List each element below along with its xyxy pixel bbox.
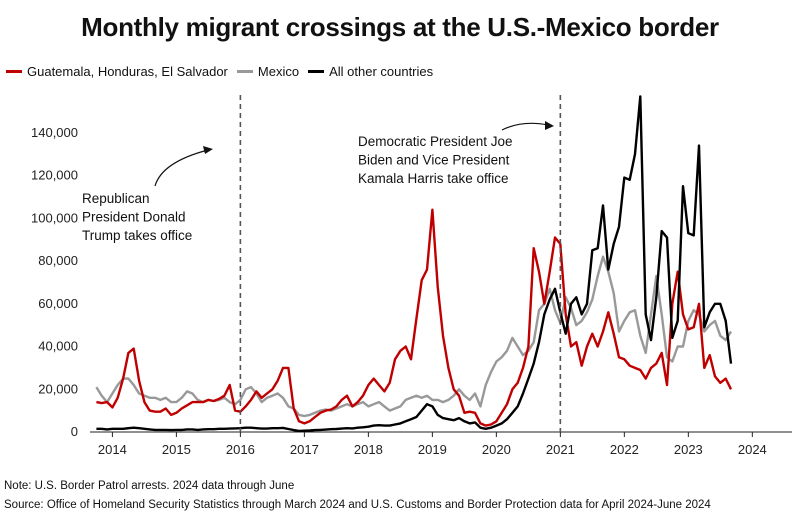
x-tick-label: 2022 — [610, 442, 639, 457]
annotation-text-trump: Trump takes office — [82, 228, 192, 243]
y-tick-label: 80,000 — [38, 253, 78, 268]
annotation-text-biden: Democratic President Joe — [358, 134, 513, 149]
x-tick-label: 2024 — [738, 442, 767, 457]
x-tick-label: 2014 — [98, 442, 127, 457]
legend-swatch-mexico — [236, 70, 253, 73]
annotation-arrowhead-trump — [203, 146, 213, 154]
y-tick-label: 60,000 — [38, 296, 78, 311]
annotation-text-trump: President Donald — [82, 210, 186, 225]
legend-item-gua-hon-sal: Guatemala, Honduras, El Salvador — [6, 64, 228, 79]
legend-item-other: All other countries — [308, 64, 433, 79]
legend-label-gua-hon-sal: Guatemala, Honduras, El Salvador — [27, 64, 228, 79]
legend-swatch-gua-hon-sal — [6, 70, 22, 73]
chart-source: Source: Office of Homeland Security Stat… — [4, 499, 711, 511]
y-tick-label: 0 — [71, 424, 78, 439]
legend-swatch-other — [308, 70, 325, 73]
y-tick-label: 140,000 — [31, 125, 78, 140]
annotation-text-trump: Republican — [82, 191, 150, 206]
annotation-arrowhead-biden — [545, 121, 554, 130]
legend-label-other: All other countries — [329, 64, 434, 79]
x-tick-label: 2019 — [418, 442, 447, 457]
legend: Guatemala, Honduras, El Salvador Mexico … — [6, 64, 442, 79]
legend-label-mexico: Mexico — [257, 64, 300, 79]
x-tick-label: 2016 — [226, 442, 255, 457]
annotation-text-biden: Biden and Vice President — [358, 153, 510, 168]
series-line-other-countries — [96, 95, 733, 433]
y-tick-label: 120,000 — [31, 168, 78, 183]
x-tick-label: 2021 — [546, 442, 575, 457]
y-tick-label: 40,000 — [38, 339, 78, 354]
annotation-arrow-biden — [501, 122, 549, 131]
annotation-arrow-trump — [154, 149, 209, 187]
y-tick-label: 20,000 — [38, 381, 78, 396]
y-tick-label: 100,000 — [31, 210, 78, 225]
legend-item-mexico: Mexico — [236, 64, 300, 79]
chart-note: Note: U.S. Border Patrol arrests. 2024 d… — [4, 480, 295, 492]
x-tick-label: 2020 — [482, 442, 511, 457]
chart-title: Monthly migrant crossings at the U.S.-Me… — [81, 12, 719, 42]
x-tick-label: 2018 — [354, 442, 383, 457]
x-tick-label: 2017 — [290, 442, 319, 457]
x-tick-label: 2023 — [674, 442, 703, 457]
x-tick-label: 2015 — [162, 442, 191, 457]
series-line-gua-hon-sal — [96, 208, 733, 427]
annotation-text-biden: Kamala Harris take office — [358, 171, 509, 186]
